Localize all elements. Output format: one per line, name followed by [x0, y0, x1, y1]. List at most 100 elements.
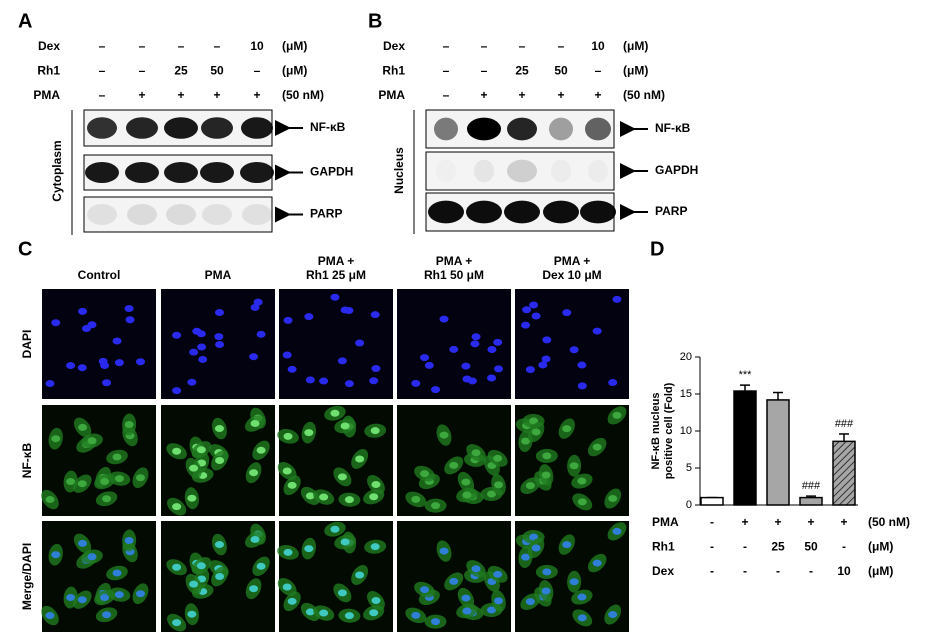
nucleus	[305, 492, 315, 500]
column-header: Rh1 25 μM	[306, 268, 366, 282]
condition-cell: -	[842, 540, 846, 554]
condition-cell: +	[138, 88, 145, 102]
cells	[41, 413, 149, 510]
nucleus	[114, 359, 124, 367]
blot-label: NF-κB	[310, 120, 346, 134]
nucleus	[304, 429, 314, 437]
column-header: Control	[78, 268, 121, 282]
nucleus	[337, 589, 347, 597]
nucleus	[531, 544, 541, 552]
condition-unit: (μM)	[623, 39, 648, 53]
nucleus	[256, 330, 266, 338]
band	[467, 117, 501, 141]
nucleus	[112, 569, 122, 577]
bar	[832, 440, 856, 506]
y-axis-label: NF-κB nucleus	[650, 392, 662, 469]
nucleus	[124, 305, 134, 313]
bar	[766, 399, 790, 506]
nucleus	[214, 541, 224, 549]
nucleus	[439, 315, 449, 323]
condition-cell: 50	[554, 64, 568, 78]
nucleus	[287, 597, 297, 605]
condition-cell: 50	[210, 64, 224, 78]
condition-cell: +	[741, 515, 748, 529]
row-label: Merge/DAPI	[20, 543, 34, 610]
nucleus	[521, 321, 531, 329]
nucleus	[431, 618, 441, 626]
band	[428, 200, 464, 224]
band	[507, 159, 537, 183]
nucleus	[541, 355, 551, 363]
nucleus	[215, 340, 225, 348]
fraction-label: Cytoplasm	[50, 140, 64, 201]
nucleus	[493, 338, 503, 346]
nucleus	[189, 348, 199, 356]
nucleus	[562, 425, 572, 433]
nucleus	[471, 449, 481, 457]
blot-label: GAPDH	[310, 165, 353, 179]
nucleus	[187, 610, 197, 618]
nucleus	[250, 419, 260, 427]
nucleus	[287, 365, 297, 373]
nucleus	[370, 311, 380, 319]
condition-unit: (50 nM)	[623, 88, 665, 102]
cells	[515, 522, 627, 627]
band	[549, 117, 573, 141]
band	[85, 162, 119, 183]
condition-cell: –	[178, 39, 185, 53]
nucleus	[461, 478, 471, 486]
nucleus	[371, 365, 381, 373]
nucleus	[77, 596, 87, 604]
cells	[277, 521, 387, 623]
nucleus	[196, 562, 206, 570]
blot	[425, 151, 615, 191]
nucleus	[531, 312, 541, 320]
nucleus	[420, 354, 430, 362]
nucleus	[250, 303, 260, 311]
bar	[733, 390, 757, 506]
condition-unit: (50 nM)	[868, 515, 910, 529]
condition-name: PMA	[652, 515, 679, 529]
nucleus	[577, 382, 587, 390]
condition-cell: –	[214, 39, 221, 53]
nucleus	[45, 380, 55, 388]
micrograph	[42, 289, 156, 399]
nucleus	[77, 364, 87, 372]
condition-cell: +	[774, 515, 781, 529]
nucleus	[319, 609, 329, 617]
nucleus	[87, 321, 97, 329]
nucleus	[471, 565, 481, 573]
band	[474, 159, 494, 183]
band	[164, 162, 198, 183]
band	[87, 117, 117, 139]
y-tick-label: 20	[680, 351, 692, 363]
nucleus	[102, 379, 112, 387]
condition-cell: -	[743, 564, 747, 578]
significance: ###	[835, 418, 854, 430]
band	[434, 117, 458, 141]
condition-cell: +	[253, 88, 260, 102]
condition-cell: +	[594, 88, 601, 102]
nucleus	[462, 607, 472, 615]
band	[240, 162, 274, 183]
condition-cell: –	[254, 64, 261, 78]
nucleus	[51, 551, 61, 559]
nucleus	[283, 548, 293, 556]
condition-cell: +	[177, 88, 184, 102]
nucleus	[283, 316, 293, 324]
nucleus	[562, 309, 572, 317]
nucleus	[337, 473, 347, 481]
panel-label: B	[368, 10, 382, 32]
condition-unit: (μM)	[282, 39, 307, 53]
nucleus	[196, 446, 206, 454]
condition-cell: –	[558, 39, 565, 53]
condition-name: PMA	[33, 88, 60, 102]
column-header: Rh1 50 μM	[424, 268, 484, 282]
condition-cell: -	[776, 564, 780, 578]
nucleus	[112, 337, 122, 345]
nucleus	[66, 362, 76, 370]
nucleus	[355, 455, 365, 463]
nucleus	[135, 358, 145, 366]
condition-cell: –	[595, 64, 602, 78]
condition-name: Dex	[652, 564, 674, 578]
